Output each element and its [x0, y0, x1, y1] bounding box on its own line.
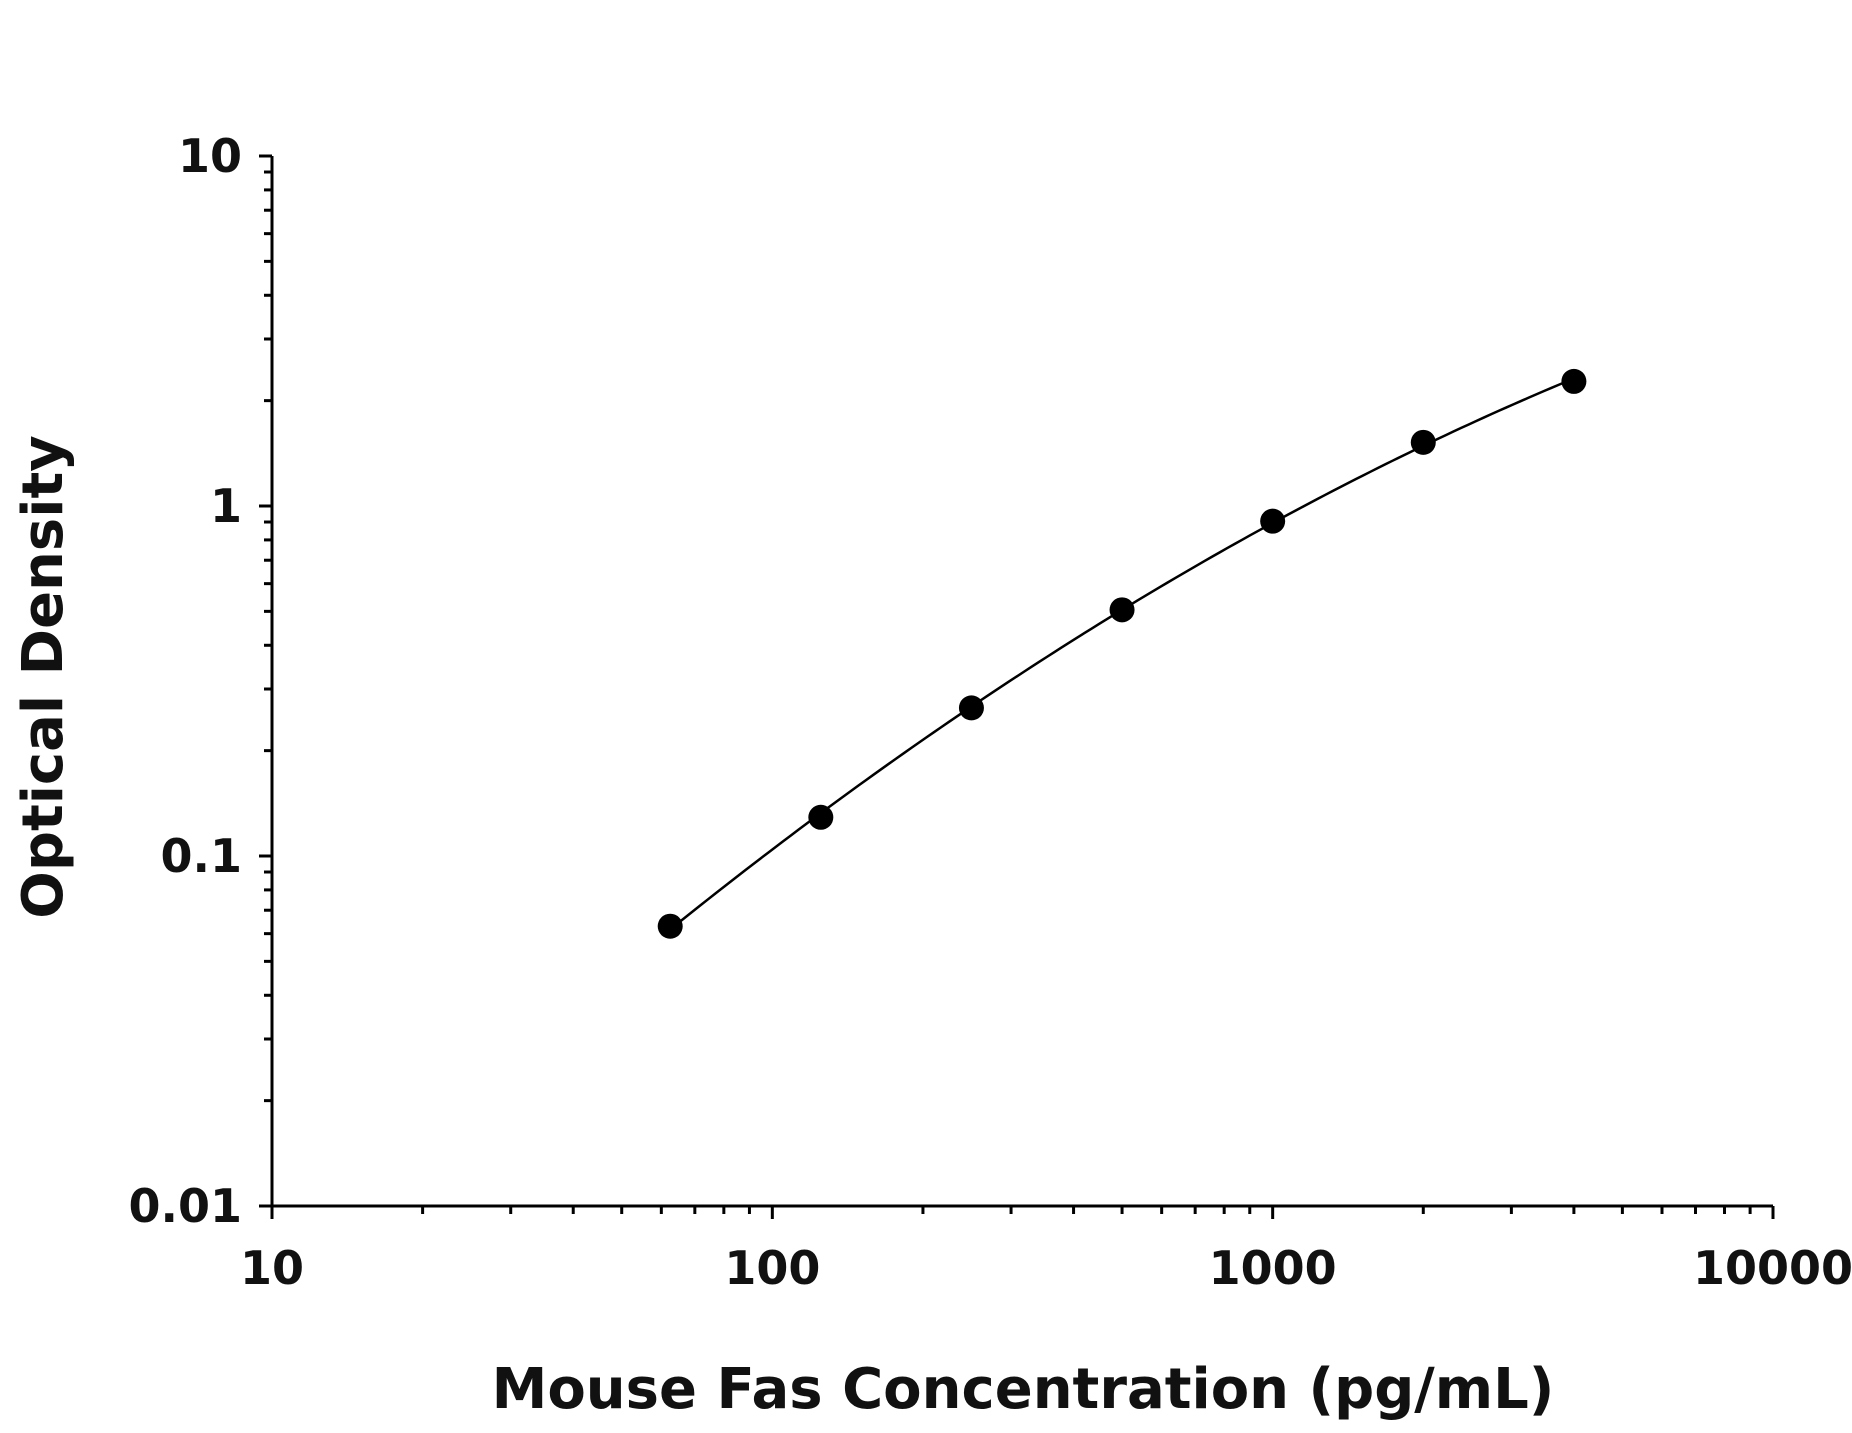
axes — [270, 156, 1773, 1208]
y-axis-title: Optical Density — [11, 435, 76, 918]
tick-labels: 10 100 1000 10000 0.01 0.1 1 10 — [129, 129, 1852, 1295]
fit-curve — [669, 377, 1575, 931]
data-point — [958, 695, 984, 721]
x-axis-title: Mouse Fas Concentration (pg/mL) — [492, 1357, 1555, 1422]
x-tick-label: 10 — [240, 1241, 304, 1295]
y-tick-label: 0.01 — [129, 1179, 243, 1233]
data-point — [1561, 368, 1587, 394]
data-point — [808, 804, 834, 830]
y-tick-label: 10 — [178, 129, 242, 183]
data-point — [657, 913, 683, 939]
data-point — [1260, 508, 1286, 534]
x-tick-label: 100 — [724, 1241, 820, 1295]
data-point — [1109, 597, 1135, 623]
minor-ticks — [264, 170, 1752, 1214]
x-tick-label: 1000 — [1209, 1241, 1337, 1295]
data-points — [657, 368, 1587, 939]
y-tick-label: 0.1 — [161, 829, 243, 883]
major-ticks — [259, 154, 1775, 1219]
data-point — [1410, 429, 1436, 455]
fit-curve-layer — [669, 377, 1575, 931]
x-tick-label: 10000 — [1693, 1241, 1852, 1295]
y-tick-label: 1 — [210, 479, 242, 533]
